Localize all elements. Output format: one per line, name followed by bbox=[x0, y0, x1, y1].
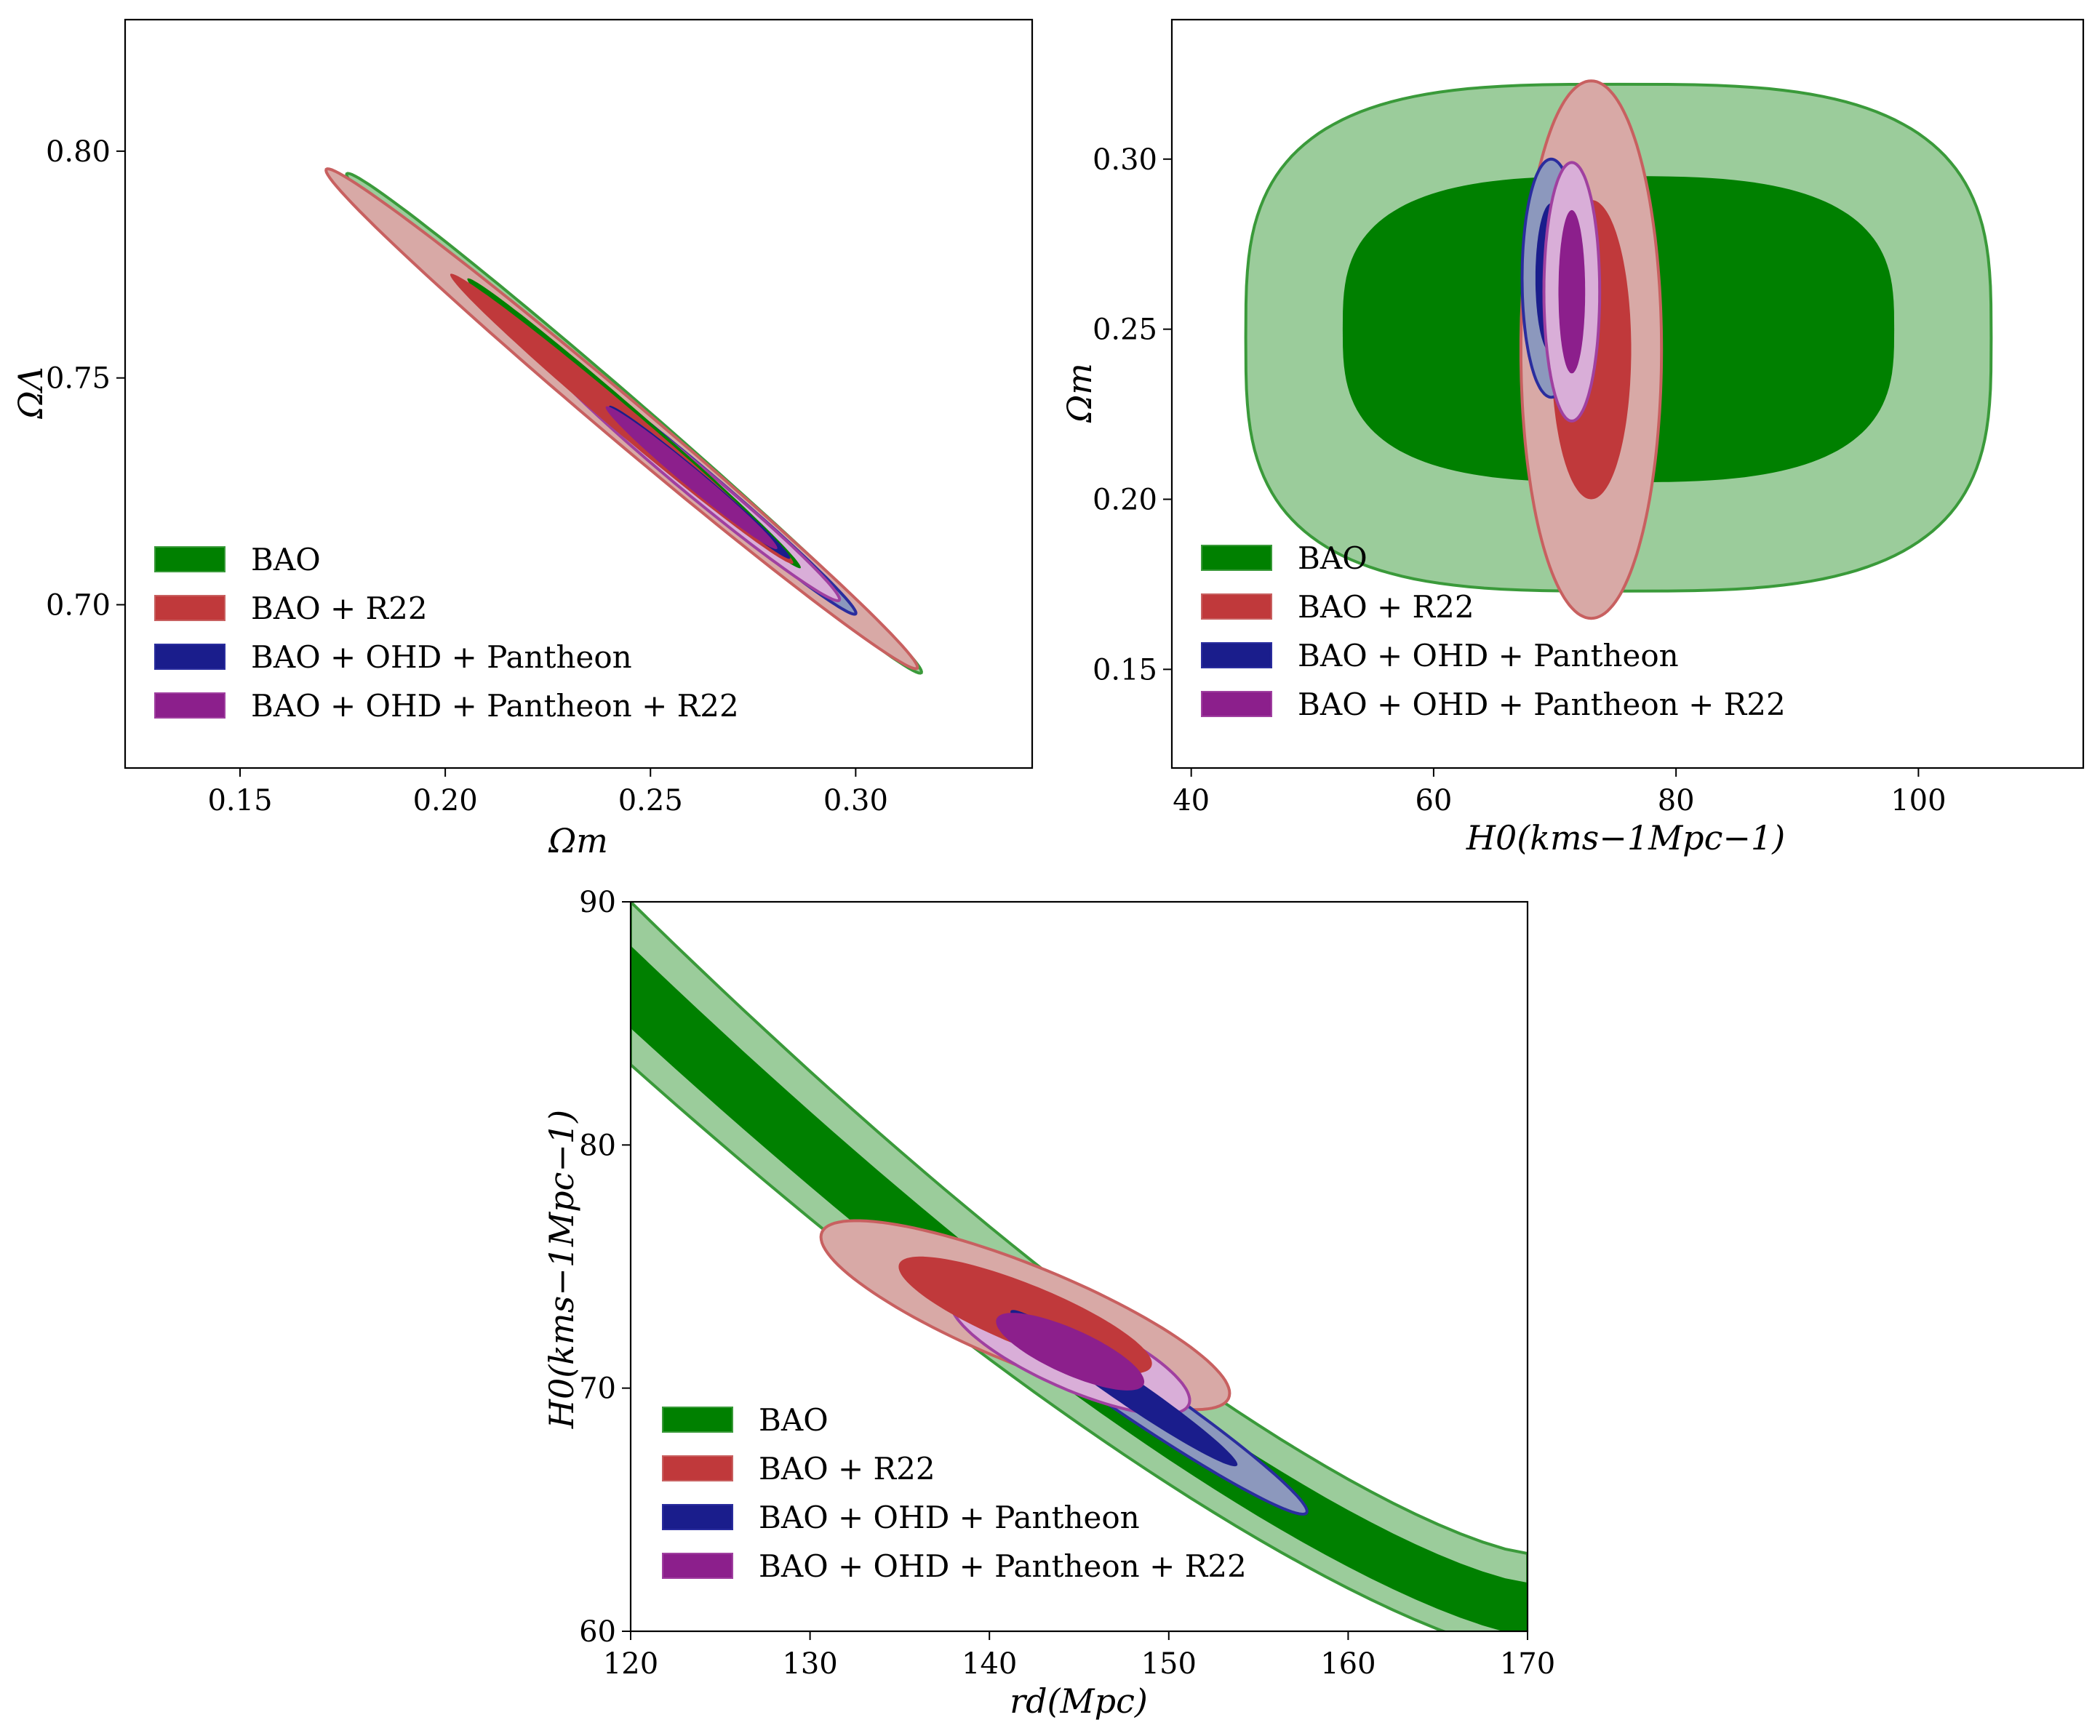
legend-swatch-bao bbox=[662, 1407, 733, 1433]
contour-1sigma-bao bbox=[631, 945, 1528, 1631]
legend-swatch-bao-ohd-pantheon-r22 bbox=[1201, 691, 1272, 717]
legend-swatch-bao-r22 bbox=[154, 595, 225, 621]
y-tick-label: 0.25 bbox=[1093, 313, 1157, 347]
panel-h0-om-axes: 40 60 80 100 0.15 0.20 0.25 0.30 bbox=[1093, 143, 1947, 817]
panel-rd-h0: 120 130 140 150 160 170 60 70 80 90 rd(Mpc) H0(km… bbox=[542, 886, 1555, 1721]
legend-label-bao: BAO bbox=[251, 542, 321, 577]
x-tick-label: 100 bbox=[1891, 784, 1946, 817]
panel-h0-om-frame bbox=[1170, 18, 2085, 769]
legend-swatch-bao-r22 bbox=[662, 1455, 733, 1481]
y-tick-label: 70 bbox=[579, 1372, 616, 1406]
x-tick-label: 0.20 bbox=[413, 784, 478, 817]
x-tick-label: 0.30 bbox=[823, 784, 888, 817]
legend-label-bao-ohd-pantheon-r22: BAO + OHD + Pantheon + R22 bbox=[759, 1548, 1247, 1584]
y-tick-label: 0.15 bbox=[1093, 653, 1157, 687]
panel-h0-om: 40 60 80 100 0.15 0.20 0.25 0.30 H0(kms−1Mpc−1)… bbox=[1060, 18, 2085, 857]
legend-swatch-bao-ohd-pantheon bbox=[1201, 642, 1272, 668]
panel-rd-h0-xlabel: rd(Mpc) bbox=[1010, 1681, 1148, 1721]
legend-label-bao-ohd-pantheon: BAO + OHD + Pantheon bbox=[759, 1500, 1140, 1535]
x-tick-label: 120 bbox=[603, 1647, 658, 1681]
panel-rd-h0-legend: BAO BAO + R22 BAO + OHD + Pantheon BAO + OH… bbox=[662, 1402, 1247, 1584]
panel-h0-om-legend: BAO BAO + R22 BAO + OHD + Pantheon BAO + OH… bbox=[1201, 540, 1786, 722]
panel-rd-h0-contours bbox=[631, 902, 1528, 1631]
y-tick-label: 0.70 bbox=[46, 588, 111, 622]
panel-omega-contours bbox=[324, 167, 923, 675]
legend-label-bao-ohd-pantheon-r22: BAO + OHD + Pantheon + R22 bbox=[1298, 687, 1786, 722]
contour-1sigma-bao-ohd-pantheon-r22 bbox=[996, 1313, 1145, 1391]
x-tick-label: 0.25 bbox=[618, 784, 683, 817]
legend-swatch-bao-ohd-pantheon-r22 bbox=[154, 692, 225, 719]
panel-omega-ylabel: ΩΛ bbox=[11, 367, 50, 419]
panel-h0-om-xlabel: H0(kms−1Mpc−1) bbox=[1466, 818, 1785, 857]
x-tick-label: 150 bbox=[1141, 1647, 1197, 1681]
legend-swatch-bao-ohd-pantheon-r22 bbox=[662, 1553, 733, 1579]
legend-label-bao-ohd-pantheon: BAO + OHD + Pantheon bbox=[1298, 638, 1679, 673]
x-tick-label: 130 bbox=[782, 1647, 837, 1681]
contour-1sigma-bao-ohd-pantheon-r22 bbox=[1558, 209, 1586, 374]
x-tick-label: 80 bbox=[1658, 784, 1695, 817]
y-tick-label: 0.80 bbox=[46, 135, 111, 169]
legend-label-bao-r22: BAO + R22 bbox=[1298, 589, 1474, 625]
y-tick-label: 60 bbox=[579, 1615, 616, 1649]
x-tick-label: 160 bbox=[1320, 1647, 1376, 1681]
panel-omega-axes: 0.15 0.20 0.25 0.30 0.70 0.75 0.80 bbox=[46, 135, 888, 817]
panel-omega: 0.15 0.20 0.25 0.300.700.750.80 Ωm ΩΛ BAOBA… bbox=[11, 18, 1034, 860]
legend-label-bao-r22: BAO + R22 bbox=[759, 1451, 935, 1487]
panel-rd-h0-frame bbox=[629, 900, 1529, 1633]
y-tick-label: 90 bbox=[579, 886, 616, 919]
legend-swatch-bao bbox=[154, 546, 225, 572]
legend-label-bao: BAO bbox=[759, 1402, 829, 1438]
legend-label-bao-ohd-pantheon-r22: BAO + OHD + Pantheon + R22 bbox=[251, 688, 739, 724]
legend-label-bao: BAO bbox=[1298, 540, 1368, 576]
panel-omega-frame bbox=[124, 18, 1034, 769]
x-tick-label: 40 bbox=[1173, 784, 1210, 817]
y-tick-label: 0.20 bbox=[1093, 483, 1157, 516]
x-tick-label: 170 bbox=[1500, 1647, 1555, 1681]
legend-swatch-bao-r22 bbox=[1201, 593, 1272, 620]
legend-label-bao-ohd-pantheon: BAO + OHD + Pantheon bbox=[251, 639, 632, 675]
y-tick-label: 80 bbox=[579, 1129, 616, 1162]
x-tick-label: 60 bbox=[1415, 784, 1452, 817]
panel-omega-legend: BAO BAO + R22 BAO + OHD + Pantheon BAO + OH… bbox=[154, 542, 739, 724]
x-tick-label: 0.15 bbox=[207, 784, 272, 817]
legend-swatch-bao bbox=[1201, 545, 1272, 571]
panel-rd-h0-axes: 120 130 140 150 160 170 60 70 80 90 bbox=[579, 886, 1555, 1681]
x-tick-label: 140 bbox=[962, 1647, 1017, 1681]
panel-h0-om-contours bbox=[1244, 79, 1993, 620]
y-tick-label: 0.75 bbox=[46, 362, 111, 396]
panel-rd-h0-ylabel: H0(kms−1Mpc−1) bbox=[542, 1110, 581, 1429]
panel-omega-xlabel: Ωm bbox=[548, 821, 608, 860]
legend-swatch-bao-ohd-pantheon bbox=[662, 1504, 733, 1530]
panel-h0-om-ylabel: Ωm bbox=[1060, 363, 1099, 423]
y-tick-label: 0.30 bbox=[1093, 143, 1157, 177]
legend-label-bao-r22: BAO + R22 bbox=[251, 591, 428, 626]
contour-1sigma-bao-ohd-pantheon-r22 bbox=[605, 406, 778, 550]
legend-swatch-bao-ohd-pantheon bbox=[154, 644, 225, 670]
